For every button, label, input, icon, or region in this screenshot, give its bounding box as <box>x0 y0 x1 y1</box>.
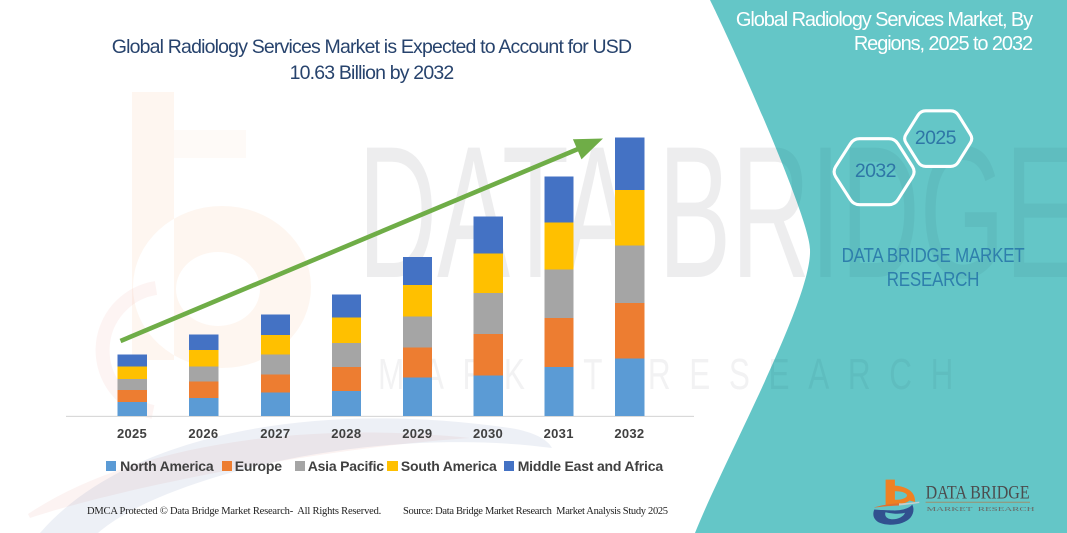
svg-text:MARKET RESEARCH: MARKET RESEARCH <box>927 507 1036 513</box>
svg-text:DATA BRIDGE: DATA BRIDGE <box>926 483 1030 504</box>
